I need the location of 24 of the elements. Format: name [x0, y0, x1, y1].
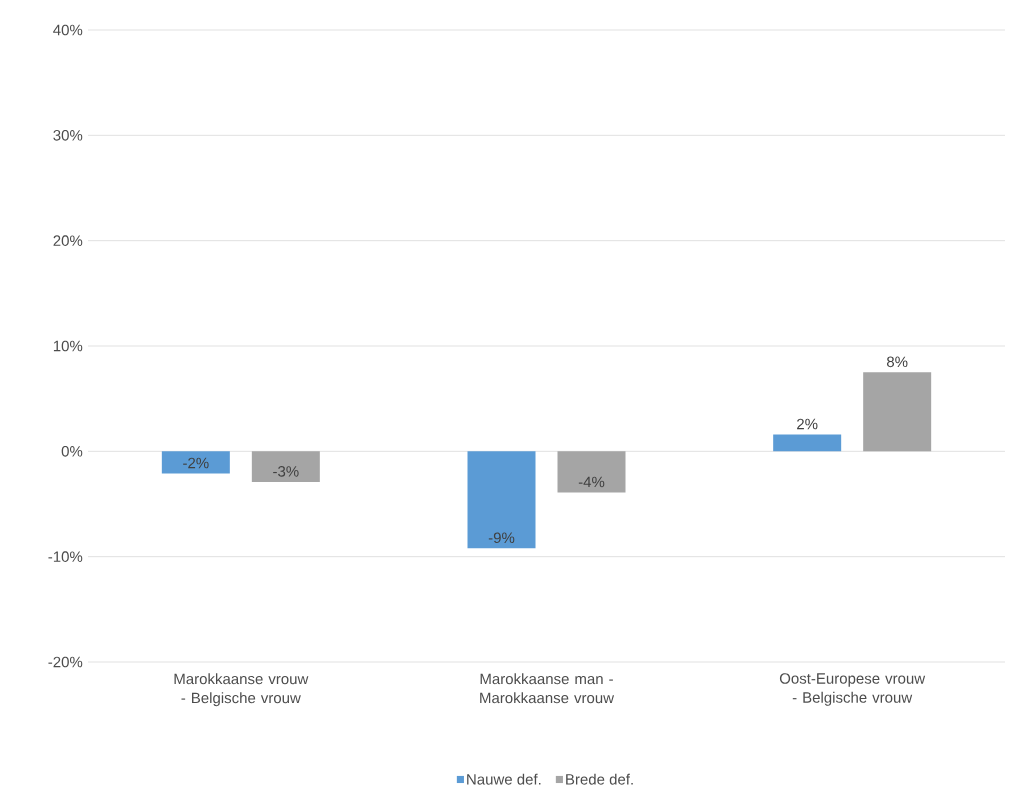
y-tick-label: 40%	[53, 24, 83, 36]
y-tick-label: 30%	[53, 130, 83, 141]
data-label: 2%	[797, 418, 818, 430]
data-label: 8%	[886, 356, 908, 368]
bar	[557, 451, 626, 493]
x-tick-label: Marokkaanse man - Marokkaanse vrouw	[480, 673, 615, 704]
data-label: -3%	[273, 466, 299, 477]
x-tick-label: Oost-Europese vrouw - Belgische vrouw	[779, 673, 926, 706]
bar	[251, 451, 320, 482]
y-tick-label: 0%	[61, 446, 83, 457]
x-tick-label: Marokkaanse vrouw - Belgische vrouw	[174, 673, 309, 707]
data-label: -2%	[183, 457, 209, 469]
y-tick-label: -20%	[48, 656, 83, 668]
bar	[863, 372, 932, 452]
bar	[467, 451, 536, 549]
y-tick-label: 20%	[53, 235, 83, 246]
data-label: -9%	[488, 532, 515, 544]
y-tick-label: -10%	[48, 551, 83, 562]
bar	[161, 451, 230, 474]
legend-label: Brede def.	[566, 773, 633, 785]
bar	[773, 434, 842, 452]
data-label: -4%	[578, 476, 605, 488]
legend-label: Nauwe def.	[467, 773, 541, 785]
y-tick-label: 10%	[53, 340, 83, 352]
